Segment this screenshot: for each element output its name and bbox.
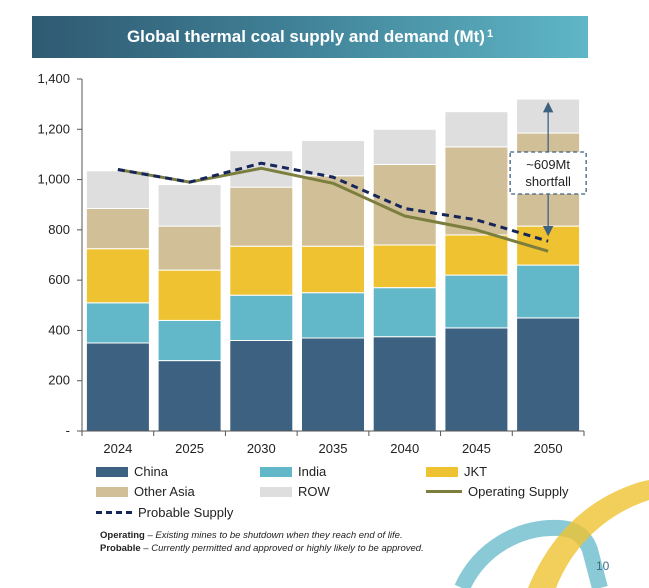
bar-jkt-2030 xyxy=(229,245,294,296)
footnote-operating-label: Operating xyxy=(100,530,145,541)
bar-jkt-2040 xyxy=(372,244,437,289)
y-tick-label-1200: 1,200 xyxy=(37,121,70,136)
legend-item-probable-supply: Probable Supply xyxy=(96,505,233,520)
bar-india-2045 xyxy=(444,274,509,329)
legend-swatch-other-asia xyxy=(96,486,128,497)
shortfall-box xyxy=(509,151,587,195)
shortfall-label-line1: ~609Mt xyxy=(526,157,570,172)
shortfall-label-line2: shortfall xyxy=(525,174,571,189)
bar-india-2040 xyxy=(372,287,437,338)
bar-india-2035 xyxy=(301,292,365,339)
x-tick-label-2030: 2030 xyxy=(247,441,276,456)
y-tick-label-800: 800 xyxy=(48,222,70,237)
legend-swatch-row xyxy=(260,486,292,497)
bar-jkt-2024 xyxy=(85,248,150,304)
x-tick-label-2024: 2024 xyxy=(103,441,132,456)
legend-label-row: ROW xyxy=(298,484,330,499)
legend-line-probable-supply xyxy=(96,511,132,514)
chart-title: Global thermal coal supply and demand (M… xyxy=(126,27,485,46)
footnote-probable-text: – Currently permitted and approved or hi… xyxy=(140,543,424,554)
bar-china-2050 xyxy=(516,317,581,432)
bar-row-2025 xyxy=(157,184,222,227)
bar-india-2030 xyxy=(229,294,294,342)
title-footnote-marker: 1 xyxy=(486,28,494,40)
bar-other-asia-2025 xyxy=(157,225,222,271)
bar-jkt-2045 xyxy=(444,234,509,276)
y-tick-label-600: 600 xyxy=(48,272,70,287)
x-tick-label-2035: 2035 xyxy=(319,441,348,456)
x-tick-label-2040: 2040 xyxy=(390,441,419,456)
bar-jkt-2035 xyxy=(301,245,365,294)
bar-row-2045 xyxy=(444,111,509,148)
footnote-probable-label: Probable xyxy=(100,543,141,554)
y-tick-label-200: 200 xyxy=(48,373,70,388)
legend-label-other-asia: Other Asia xyxy=(134,484,195,499)
bar-jkt-2025 xyxy=(157,269,222,321)
y-tick-label-0: - xyxy=(66,423,70,438)
legend-label-india: India xyxy=(298,464,327,479)
x-tick-label-2045: 2045 xyxy=(462,441,491,456)
legend-label-probable-supply: Probable Supply xyxy=(138,505,234,520)
chart-title-banner: Global thermal coal supply and demand (M… xyxy=(32,16,588,58)
bar-row-2024 xyxy=(85,170,150,210)
legend-label-china: China xyxy=(134,464,168,479)
x-tick-label-2050: 2050 xyxy=(534,441,563,456)
bar-other-asia-2045 xyxy=(444,146,509,236)
bar-other-asia-2024 xyxy=(85,208,150,250)
bar-row-2035 xyxy=(301,140,365,177)
legend-item-operating-supply: Operating Supply xyxy=(426,484,568,499)
bar-china-2025 xyxy=(157,360,222,432)
bar-row-2040 xyxy=(372,128,437,166)
y-tick-label-1400: 1,400 xyxy=(37,71,70,86)
legend-swatch-india xyxy=(260,466,292,477)
bar-china-2024 xyxy=(85,342,150,432)
bar-india-2025 xyxy=(157,319,222,362)
bar-china-2030 xyxy=(229,340,294,432)
legend-item-china: China xyxy=(96,464,168,479)
y-tick-label-400: 400 xyxy=(48,322,70,337)
bar-china-2045 xyxy=(444,327,509,432)
footnote-operating-text: – Existing mines to be shutdown when the… xyxy=(144,530,403,541)
legend-item-other-asia: Other Asia xyxy=(96,484,195,499)
x-tick-label-2025: 2025 xyxy=(175,441,204,456)
legend-line-operating-supply xyxy=(426,490,462,493)
legend-item-row: ROW xyxy=(260,484,330,499)
bar-india-2024 xyxy=(85,302,150,344)
bar-china-2040 xyxy=(372,336,437,432)
footnote-probable: Probable – Currently permitted and appro… xyxy=(100,542,424,555)
legend-swatch-jkt xyxy=(426,466,458,477)
legend-item-jkt: JKT xyxy=(426,464,487,479)
bar-china-2035 xyxy=(301,337,365,432)
legend-swatch-china xyxy=(96,466,128,477)
y-tick-label-1000: 1,000 xyxy=(37,172,70,187)
footnote-operating: Operating – Existing mines to be shutdow… xyxy=(100,529,424,542)
legend-label-jkt: JKT xyxy=(464,464,488,479)
legend-item-india: India xyxy=(260,464,326,479)
line-probable-supply xyxy=(117,161,549,243)
bar-india-2050 xyxy=(516,264,581,319)
bar-other-asia-2030 xyxy=(229,186,294,247)
legend-label-operating-supply: Operating Supply xyxy=(468,484,569,499)
page-number: 10 xyxy=(596,559,610,573)
footnotes: Operating – Existing mines to be shutdow… xyxy=(100,529,424,555)
